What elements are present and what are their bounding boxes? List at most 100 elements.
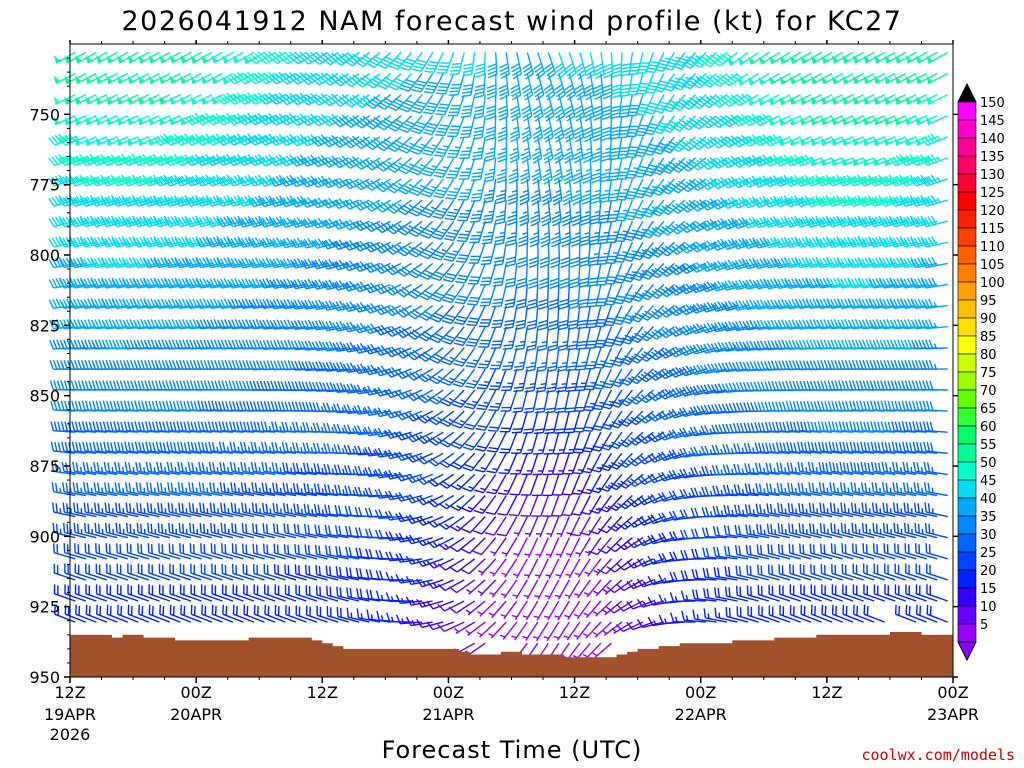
wind-barb: [691, 72, 717, 89]
wind-barb: [83, 482, 107, 497]
wind-barb: [116, 584, 139, 602]
wind-barb: [79, 256, 107, 269]
wind-barb: [689, 364, 717, 376]
wind-barb: [121, 236, 149, 248]
wind-barb: [195, 215, 223, 228]
wind-barb: [195, 256, 223, 269]
wind-barb: [209, 482, 234, 497]
wind-barb: [90, 236, 118, 248]
wind-barb: [647, 493, 675, 504]
x-tick-label: 00Z: [685, 683, 716, 702]
wind-barb: [132, 195, 160, 207]
wind-barb: [575, 537, 591, 557]
wind-barb: [711, 51, 738, 67]
colorbar-label: 55: [980, 438, 997, 453]
wind-barb: [609, 389, 633, 408]
y-tick-label: 825: [29, 316, 60, 335]
colorbar-label: 75: [980, 366, 997, 381]
wind-barb: [95, 543, 118, 560]
wind-barb: [126, 522, 149, 539]
colorbar-label: 140: [980, 132, 1005, 147]
wind-barb: [488, 621, 507, 639]
wind-barb: [671, 73, 697, 91]
wind-barb: [177, 461, 202, 476]
wind-barb: [679, 241, 707, 254]
wind-barb: [700, 363, 728, 375]
wind-barb: [409, 136, 434, 155]
wind-barb: [668, 262, 696, 276]
wind-barb: [659, 199, 686, 216]
wind-barb: [660, 178, 686, 195]
wind-barb: [156, 461, 181, 476]
wind-barb: [619, 368, 644, 386]
wind-barb: [198, 461, 223, 476]
colorbar-swatch: [957, 245, 977, 265]
colorbar-label: 105: [980, 258, 1005, 273]
wind-barb: [136, 522, 160, 539]
wind-barb: [484, 516, 507, 536]
y-tick-label: 775: [29, 176, 60, 195]
wind-barb: [670, 178, 696, 194]
wind-barb: [124, 461, 149, 476]
wind-barb: [650, 178, 675, 196]
wind-barb: [731, 155, 759, 168]
wind-barb: [678, 407, 707, 418]
colorbar-swatch: [957, 317, 977, 337]
wind-barb: [669, 199, 696, 214]
colorbar-label: 90: [980, 312, 997, 327]
wind-barb: [113, 441, 139, 454]
wind-barb: [167, 482, 192, 497]
wind-barb: [115, 522, 139, 539]
colorbar-label: 95: [980, 294, 997, 309]
wind-barb: [61, 461, 86, 476]
wind-barb: [700, 177, 728, 191]
colorbar-swatch: [957, 299, 977, 319]
wind-barb: [422, 115, 444, 136]
wind-barb: [190, 604, 213, 623]
wind-barb: [62, 482, 86, 497]
wind-barb: [451, 410, 476, 429]
colorbar-swatch: [957, 263, 977, 283]
wind-barb: [477, 600, 497, 617]
wind-barb: [195, 133, 223, 146]
chart-title: 2026041912 NAM forecast wind profile (kt…: [122, 6, 903, 37]
wind-barb: [640, 199, 665, 218]
wind-barb: [69, 174, 97, 187]
colorbar-label: 5: [980, 618, 988, 633]
wind-barb: [94, 502, 118, 518]
wind-barb: [100, 256, 128, 269]
wind-barb: [668, 429, 696, 439]
wind-barb: [102, 421, 128, 433]
colorbar-swatch: [957, 497, 977, 517]
wind-barb: [923, 441, 948, 454]
wind-barb: [115, 502, 139, 518]
wind-barbs-layer: [48, 51, 949, 663]
wind-barb: [145, 441, 170, 454]
x-tick-label: 00Z: [937, 683, 968, 702]
wind-barb: [208, 461, 233, 476]
wind-barb: [630, 262, 654, 282]
colorbar-swatch: [957, 605, 977, 625]
wind-barb: [205, 174, 234, 187]
wind-barb: [121, 256, 149, 269]
wind-barb: [53, 563, 76, 581]
wind-barb: [647, 473, 675, 484]
wind-barb: [617, 431, 644, 448]
wind-barb: [134, 421, 160, 433]
wind-barb: [629, 305, 654, 323]
wind-barb: [142, 174, 171, 187]
x-tick-label: 12Z: [559, 683, 590, 702]
wind-barb: [638, 326, 665, 342]
wind-barb: [920, 277, 948, 289]
x-tick-label: 00Z: [433, 683, 464, 702]
wind-barb: [148, 563, 171, 581]
wind-barb: [661, 94, 686, 113]
wind-barb: [58, 133, 87, 146]
wind-barb: [74, 543, 97, 560]
wind-barb: [166, 441, 191, 454]
x-tick-label: 23APR: [927, 705, 979, 724]
colorbar-label: 40: [980, 492, 997, 507]
wind-barb: [921, 319, 948, 330]
wind-barb: [156, 482, 181, 497]
wind-barb: [448, 600, 476, 614]
